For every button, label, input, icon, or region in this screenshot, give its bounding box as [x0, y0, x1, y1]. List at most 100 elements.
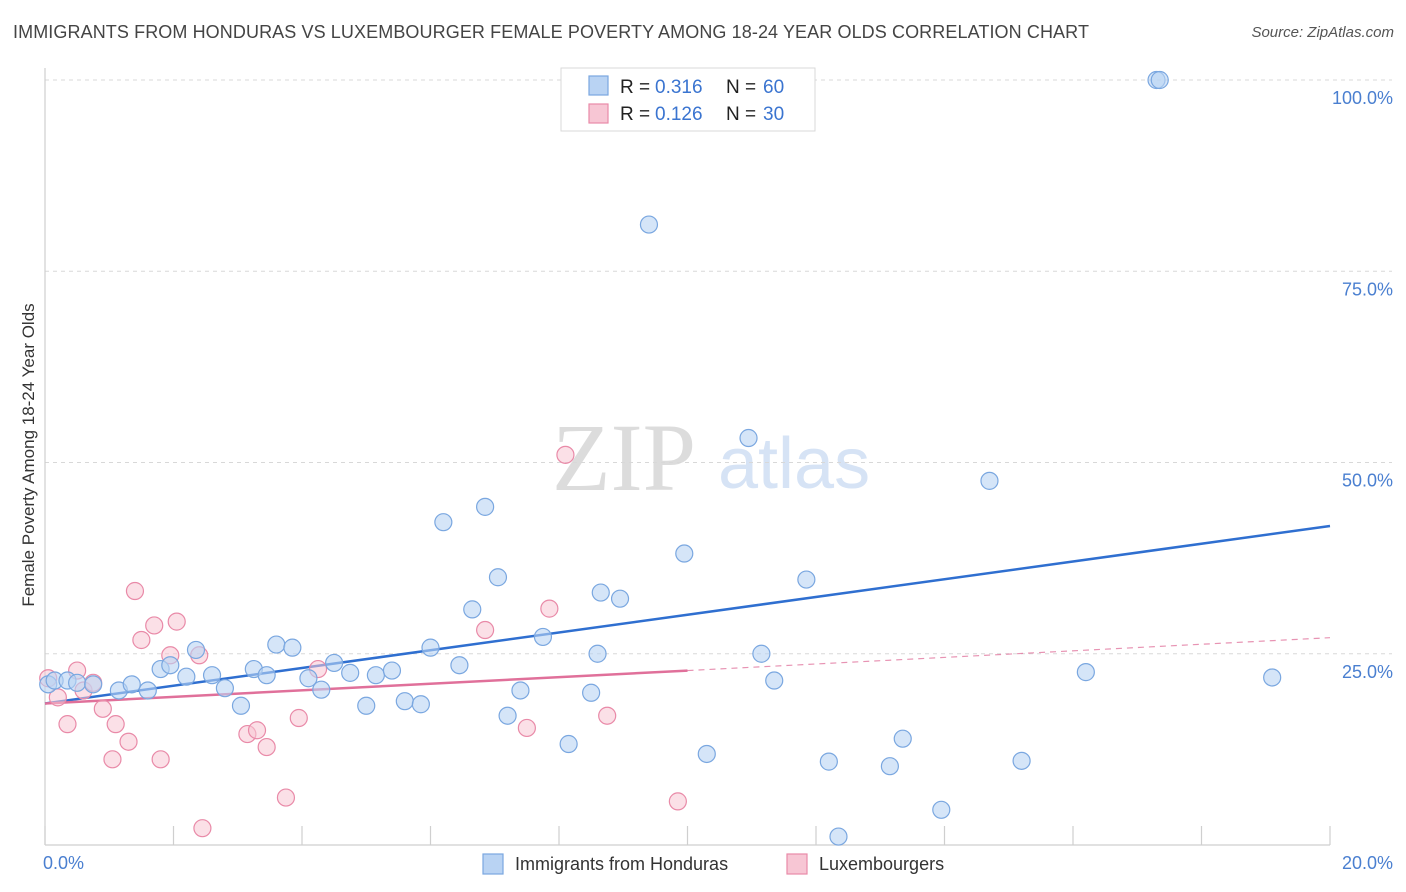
point-luxembourgers — [167, 612, 186, 631]
point-luxembourgers — [276, 788, 296, 807]
legend-r-value-2: 0.126 — [655, 104, 703, 125]
point-honduras — [559, 734, 578, 754]
point-honduras — [267, 635, 286, 654]
series-legend-swatch-blue — [482, 853, 504, 875]
series-legend-label-1: Immigrants from Honduras — [515, 854, 728, 874]
point-honduras — [177, 667, 196, 686]
point-luxembourgers — [289, 708, 308, 728]
point-honduras — [122, 675, 141, 694]
series-legend: Immigrants from Honduras Luxembourgers — [482, 853, 944, 875]
tick-labels: 25.0% 50.0% 75.0% 100.0% 0.0% 20.0% — [43, 88, 1393, 873]
point-luxembourgers — [93, 699, 112, 718]
watermark-zip: ZIP — [552, 404, 696, 511]
data-points — [39, 70, 1282, 846]
point-honduras — [357, 696, 376, 715]
y-tick-label: 25.0% — [1342, 662, 1393, 682]
series-legend-label-2: Luxembourgers — [819, 854, 944, 874]
point-honduras — [84, 675, 103, 694]
point-luxembourgers — [517, 718, 536, 738]
legend-r-label-1: R = — [620, 77, 650, 98]
point-luxembourgers — [151, 750, 170, 769]
point-honduras — [450, 656, 469, 675]
point-honduras — [588, 644, 607, 663]
point-honduras — [68, 673, 87, 692]
point-honduras — [138, 681, 157, 700]
y-tick-label: 50.0% — [1342, 471, 1393, 491]
legend-r-value-1: 0.316 — [655, 77, 703, 98]
x-tick-label: 20.0% — [1342, 853, 1393, 873]
point-honduras — [299, 669, 318, 688]
series-legend-swatch-pink — [786, 853, 808, 875]
point-honduras — [639, 215, 659, 234]
point-luxembourgers — [58, 715, 77, 734]
axes — [44, 68, 1331, 846]
point-luxembourgers — [119, 732, 138, 751]
correlation-legend: R = 0.316 N = 60 R = 0.126 N = 30 — [560, 67, 816, 132]
point-luxembourgers — [598, 706, 617, 725]
point-luxembourgers — [145, 616, 164, 635]
point-honduras — [511, 681, 530, 700]
point-honduras — [325, 653, 344, 673]
point-honduras — [932, 800, 951, 819]
legend-n-value-1: 60 — [763, 77, 784, 98]
point-honduras — [980, 471, 999, 490]
point-luxembourgers — [668, 792, 687, 811]
point-honduras — [202, 666, 222, 685]
point-honduras — [421, 638, 440, 657]
point-honduras — [463, 600, 482, 619]
point-honduras — [591, 583, 610, 602]
point-luxembourgers — [556, 445, 575, 464]
point-honduras — [1150, 70, 1169, 90]
point-honduras — [488, 568, 508, 587]
y-tick-label: 75.0% — [1342, 279, 1393, 299]
source-credit: Source: ZipAtlas.com — [1251, 24, 1394, 41]
point-honduras — [161, 656, 180, 675]
legend-r-label-2: R = — [620, 104, 650, 125]
point-honduras — [893, 729, 912, 748]
point-honduras — [283, 638, 302, 657]
point-luxembourgers — [103, 750, 122, 769]
x-tick-label: 0.0% — [43, 853, 84, 873]
point-honduras — [797, 570, 816, 589]
point-honduras — [829, 827, 848, 846]
point-honduras — [186, 640, 206, 660]
point-luxembourgers — [125, 581, 145, 601]
point-honduras — [231, 696, 251, 715]
point-honduras — [752, 644, 771, 663]
point-honduras — [582, 683, 601, 702]
point-honduras — [765, 671, 784, 690]
point-luxembourgers — [540, 599, 559, 618]
point-honduras — [312, 680, 331, 699]
point-luxembourgers — [476, 620, 495, 640]
point-honduras — [257, 666, 276, 685]
point-honduras — [434, 513, 453, 532]
point-honduras — [215, 679, 234, 698]
point-luxembourgers — [132, 630, 151, 650]
point-honduras — [366, 666, 385, 685]
y-tick-label: 100.0% — [1332, 88, 1393, 108]
legend-n-label-2: N = — [726, 104, 756, 125]
point-honduras — [411, 695, 430, 714]
point-luxembourgers — [106, 715, 125, 734]
chart-title: IMMIGRANTS FROM HONDURAS VS LUXEMBOURGER… — [13, 22, 1090, 42]
point-honduras — [498, 706, 517, 725]
legend-swatch-pink — [588, 103, 609, 124]
point-luxembourgers — [193, 819, 212, 838]
point-honduras — [739, 428, 758, 448]
gridlines — [45, 79, 1392, 655]
legend-swatch-blue — [588, 75, 609, 96]
point-honduras — [395, 692, 414, 711]
point-honduras — [675, 544, 694, 563]
point-honduras — [341, 663, 360, 682]
point-honduras — [610, 589, 630, 608]
point-honduras — [1012, 751, 1031, 770]
point-honduras — [880, 757, 899, 776]
legend-n-label-1: N = — [726, 77, 756, 98]
point-luxembourgers — [247, 721, 267, 740]
point-honduras — [819, 752, 838, 771]
watermark: ZIP atlas — [552, 404, 870, 511]
point-luxembourgers — [257, 737, 276, 757]
point-honduras — [476, 497, 495, 516]
point-honduras — [1263, 668, 1282, 687]
